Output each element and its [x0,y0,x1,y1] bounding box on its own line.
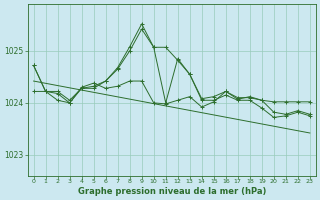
X-axis label: Graphe pression niveau de la mer (hPa): Graphe pression niveau de la mer (hPa) [77,187,266,196]
